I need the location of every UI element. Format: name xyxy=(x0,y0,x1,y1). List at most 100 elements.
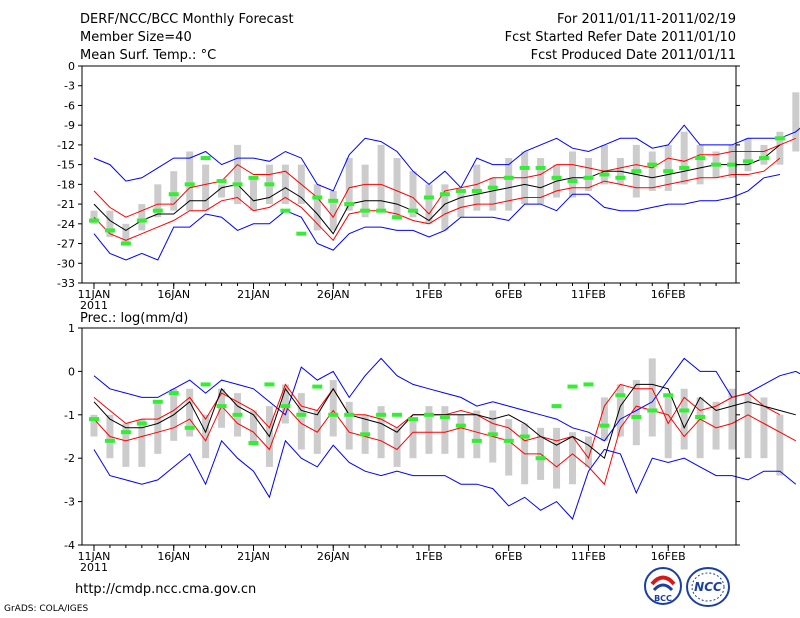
prec-obs-marker xyxy=(392,412,403,417)
temp-box xyxy=(728,144,736,178)
temp-obs-marker xyxy=(711,162,722,167)
prec-x-tick-label: 6FEB xyxy=(495,550,523,563)
temp-box xyxy=(393,158,401,218)
temp-obs-marker xyxy=(200,156,211,161)
prec-box xyxy=(393,427,401,467)
temp-x-tick-label: 11FEB xyxy=(571,288,606,301)
prec-year-label: 2011 xyxy=(80,561,108,574)
prec-obs-marker xyxy=(567,384,578,389)
temp-obs-marker xyxy=(168,192,179,197)
prec-line-max xyxy=(93,357,800,442)
temp-box xyxy=(122,223,130,244)
prec-box xyxy=(728,388,736,450)
prec-box xyxy=(712,401,720,450)
prec-obs-marker xyxy=(647,408,658,413)
temp-line-max xyxy=(93,124,800,192)
temp-y-tick-label: -3 xyxy=(64,80,75,93)
prec-y-tick-label: -3 xyxy=(64,496,75,509)
temp-obs-marker xyxy=(583,175,594,180)
temp-box xyxy=(154,184,162,218)
prec-obs-marker xyxy=(503,438,514,443)
prec-x-tick-label: 16FEB xyxy=(651,550,686,563)
temp-obs-marker xyxy=(742,159,753,164)
prec-obs-marker xyxy=(104,438,115,443)
source-url[interactable]: http://cmdp.ncc.cma.gov.cn xyxy=(75,582,257,597)
prec-title: Prec.: log(mm/d) xyxy=(80,311,188,326)
temp-obs-marker xyxy=(455,188,466,193)
temp-obs-marker xyxy=(615,175,626,180)
prec-box xyxy=(696,397,704,459)
prec-box xyxy=(409,419,417,459)
prec-box xyxy=(776,414,784,476)
prec-obs-marker xyxy=(487,432,498,437)
prec-obs-marker xyxy=(296,412,307,417)
prec-box xyxy=(122,423,130,467)
temp-box xyxy=(234,144,242,205)
prec-box xyxy=(473,410,481,459)
prec-box xyxy=(553,427,561,489)
temp-frame xyxy=(81,65,737,284)
temp-obs-marker xyxy=(104,228,115,233)
prec-obs-marker xyxy=(120,430,131,435)
temp-box xyxy=(473,164,481,211)
temp-box xyxy=(648,151,656,191)
prec-box xyxy=(457,414,465,459)
temp-y-tick-label: -12 xyxy=(57,139,75,152)
temp-obs-marker xyxy=(647,162,658,167)
ncc-logo-text: NCC xyxy=(694,580,722,594)
temp-line-upper xyxy=(93,137,796,219)
temp-box xyxy=(313,184,321,231)
temp-obs-marker xyxy=(264,182,275,187)
temp-box xyxy=(696,144,704,185)
prec-obs-marker xyxy=(280,404,291,409)
temp-obs-marker xyxy=(567,179,578,184)
temp-y-tick-label: 0 xyxy=(68,60,75,73)
prec-obs-marker xyxy=(471,438,482,443)
temp-box xyxy=(361,164,369,218)
temp-box xyxy=(569,151,577,198)
prec-obs-marker xyxy=(631,414,642,419)
temp-obs-marker xyxy=(360,208,371,213)
prec-obs-marker xyxy=(695,414,706,419)
prec-box xyxy=(154,401,162,454)
prec-obs-marker xyxy=(88,417,99,422)
prec-obs-marker xyxy=(376,412,387,417)
temp-y-tick-label: -21 xyxy=(57,198,75,211)
prec-x-tick-label: 26JAN xyxy=(317,550,350,563)
temp-box xyxy=(281,164,289,205)
ncc-logo: NCC xyxy=(686,567,730,607)
fcst-started-label: Fcst Started Refer Date 2011/01/10 xyxy=(504,30,736,45)
temp-obs-marker xyxy=(439,192,450,197)
temp-box xyxy=(457,190,465,218)
prec-box xyxy=(218,388,226,428)
temp-obs-marker xyxy=(312,195,323,200)
prec-line-min xyxy=(93,439,797,520)
prec-x-tick-label: 1FEB xyxy=(415,550,443,563)
temp-box xyxy=(441,184,449,231)
prec-obs-marker xyxy=(168,391,179,396)
prec-frame xyxy=(81,327,737,546)
temp-x-tick-label: 6FEB xyxy=(495,288,523,301)
temp-obs-marker xyxy=(503,175,514,180)
temp-x-tick-label: 16FEB xyxy=(651,288,686,301)
prec-obs-marker xyxy=(136,421,147,426)
bcc-logo: BCC xyxy=(644,567,682,605)
temp-obs-marker xyxy=(727,162,738,167)
temp-box xyxy=(537,158,545,205)
temp-obs-marker xyxy=(280,208,291,213)
temp-obs-marker xyxy=(631,169,642,174)
temp-box xyxy=(792,92,800,152)
prec-box xyxy=(569,432,577,485)
prec-obs-marker xyxy=(152,399,163,404)
prec-obs-marker xyxy=(248,441,259,446)
prec-obs-marker xyxy=(423,412,434,417)
temp-obs-marker xyxy=(599,172,610,177)
temp-box xyxy=(744,138,752,172)
grads-credit: GrADS: COLA/IGES xyxy=(4,604,89,614)
temp-obs-marker xyxy=(471,188,482,193)
temp-box xyxy=(249,177,257,211)
prec-obs-marker xyxy=(232,412,243,417)
temp-box xyxy=(138,204,146,231)
